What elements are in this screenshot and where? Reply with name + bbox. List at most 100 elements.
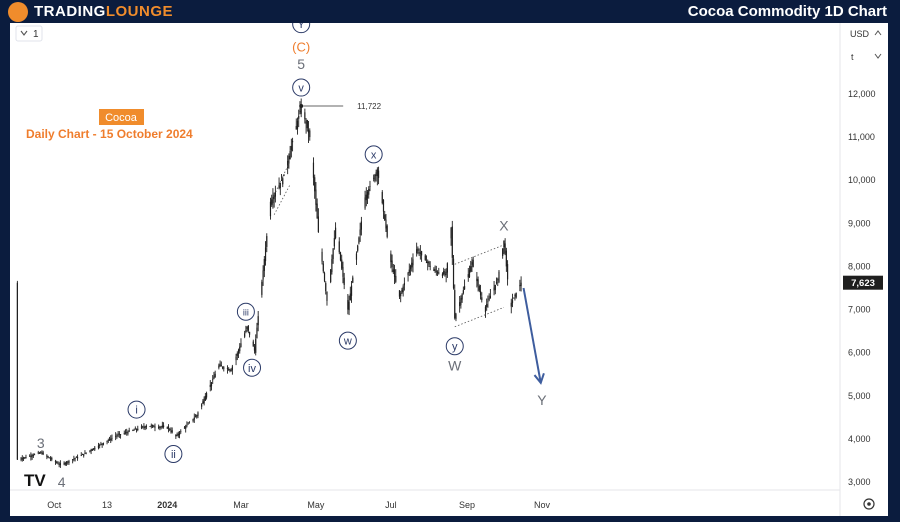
candle [248, 331, 251, 338]
candle [236, 351, 238, 361]
candle-body [424, 255, 426, 260]
candle-body [213, 376, 215, 380]
currency-selector[interactable]: USD [850, 29, 882, 39]
candle [314, 174, 316, 199]
candle [210, 382, 213, 391]
candle [85, 452, 87, 455]
candle-body [100, 444, 102, 446]
candle-body [57, 463, 59, 465]
candle-body [436, 272, 439, 274]
candle [175, 434, 177, 440]
candle-body [461, 294, 463, 300]
projection-arrow [522, 287, 545, 385]
candle-body [230, 369, 232, 372]
candle-body [331, 259, 333, 273]
candle-body [102, 442, 104, 445]
candle-body [382, 199, 385, 212]
candle-body [326, 291, 328, 301]
candle-body [358, 237, 360, 244]
wave-label-text: X [499, 217, 509, 233]
tradingview-logo: TV [24, 471, 46, 490]
candle [153, 424, 155, 428]
candle [417, 246, 419, 255]
candle [99, 443, 101, 449]
brand-name-part2: LOUNGE [105, 3, 173, 20]
candle [135, 428, 138, 433]
candle [498, 269, 500, 284]
annotation-name-box [99, 109, 144, 125]
candle [58, 461, 60, 468]
candle-body [282, 178, 284, 185]
candle-body [506, 264, 509, 280]
wave-label-circle [338, 331, 357, 350]
candle [343, 272, 345, 290]
candle-body [167, 426, 170, 429]
candle-body [150, 425, 152, 427]
candle-body [486, 304, 488, 307]
candle-body [434, 269, 436, 272]
candle-body [118, 433, 120, 435]
candle [180, 429, 182, 434]
candle [20, 457, 22, 462]
candle-body [176, 434, 178, 436]
candle [97, 442, 100, 450]
chart-panel: 3,000 4,000 5,000 6,000 7,000 8,000 9,000 10,00… [10, 15, 888, 516]
candle-body [73, 458, 75, 460]
candle-body [343, 277, 345, 285]
wave-label-text: W [448, 358, 462, 374]
candle [400, 290, 402, 303]
candle-body [271, 199, 273, 205]
candle [33, 453, 36, 456]
candle [46, 454, 48, 460]
candle [56, 460, 58, 464]
candle-body [226, 368, 229, 369]
candle-body [279, 182, 281, 189]
candle-body [175, 434, 177, 437]
wave-label: W [448, 358, 462, 374]
wave-label: x [364, 145, 383, 164]
candle-body [229, 369, 231, 371]
candle-body [454, 290, 456, 319]
candle-body [355, 253, 358, 260]
settings-button[interactable] [863, 498, 875, 510]
x-tick-label: Jul [385, 500, 397, 510]
candle-body [390, 253, 392, 263]
candle [283, 174, 285, 177]
candle [487, 295, 489, 308]
candle [339, 251, 342, 262]
candle-body [369, 186, 371, 187]
candle-body [428, 261, 430, 265]
candle [220, 361, 222, 367]
candle-body [219, 363, 221, 367]
candle-body [299, 110, 301, 112]
candle [117, 431, 119, 438]
candle-body [91, 449, 93, 451]
candle-body [481, 297, 483, 301]
candle [30, 452, 32, 461]
interval-selector[interactable]: 1 [15, 25, 43, 42]
candle-body [385, 219, 387, 229]
candle [246, 326, 248, 332]
candle [72, 458, 74, 464]
candle-body [463, 286, 466, 290]
candle [444, 268, 446, 277]
wave-label-circle [292, 78, 311, 97]
candle [253, 344, 256, 354]
candle-body [248, 331, 251, 335]
y-tick-label: 6,000 [848, 348, 871, 358]
candle-body [192, 418, 194, 422]
candle [68, 459, 70, 465]
candle-body [306, 119, 308, 129]
candle [306, 119, 308, 132]
candle [479, 284, 482, 300]
wave-label: y [445, 337, 464, 356]
candle [332, 247, 334, 264]
candle-body [16, 282, 18, 460]
candle [110, 435, 112, 444]
candle-body [83, 453, 85, 456]
candle-body [494, 284, 496, 291]
candle [51, 456, 53, 462]
candle [278, 177, 280, 190]
chart-canvas[interactable]: 3,000 4,000 5,000 6,000 7,000 8,000 9,000 10,00… [10, 15, 888, 516]
scale-selector[interactable]: t [851, 52, 882, 62]
